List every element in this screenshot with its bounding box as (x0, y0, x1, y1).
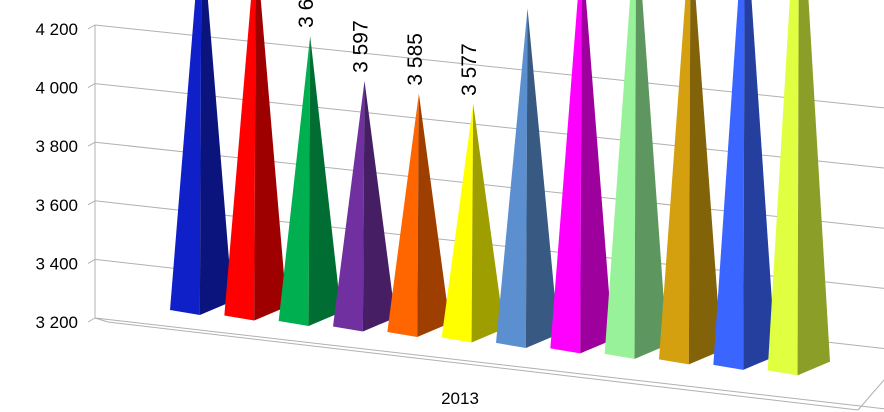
pyramid-bar (550, 0, 613, 354)
y-axis-ticks: 3 200 3 400 3 600 3 800 4 000 4 200 (35, 20, 96, 332)
pyramid-front-face (604, 0, 636, 359)
pyramid-front-face (550, 0, 582, 354)
pyramid-front-face (659, 0, 691, 365)
pyramid-bar (170, 0, 233, 316)
pyramid-bar (713, 0, 776, 370)
pyramid-side-face (417, 93, 450, 337)
tick-mark (87, 317, 96, 323)
pyramid-side-face (743, 0, 776, 370)
data-label: 3 585 (404, 33, 427, 86)
y-tick-label: 3 600 (35, 196, 78, 215)
pyramid-side-face (362, 80, 396, 332)
tick-mark (87, 258, 96, 264)
pyramid-side-face (634, 0, 667, 359)
tick-mark (87, 83, 96, 89)
gridline (94, 317, 884, 410)
floor-left-edge (94, 317, 109, 323)
pyramid-side-face (471, 103, 504, 343)
pyramid-side-face (199, 0, 233, 316)
floor-front-edge (107, 321, 859, 411)
pyramid-bar (496, 8, 559, 348)
data-label: 3 577 (458, 43, 481, 96)
y-tick-label: 3 400 (35, 254, 78, 273)
pyramid-side-face (688, 0, 722, 365)
pyramid-side-face (254, 0, 287, 321)
y-tick-label: 4 000 (35, 79, 78, 98)
pyramid-bar (278, 35, 341, 326)
pyramid-front-face (767, 0, 799, 376)
pyramid-bar (767, 0, 830, 376)
pyramid-side-face (797, 0, 830, 376)
tick-mark (87, 141, 96, 147)
tick-mark (87, 200, 96, 206)
pyramid-front-face (387, 93, 419, 337)
pyramid-front-face (713, 0, 745, 370)
pyramid-bar (333, 80, 396, 332)
data-label: 3 663 (295, 0, 318, 28)
data-label: 3 745 (513, 0, 536, 1)
tick-mark (87, 24, 96, 30)
y-tick-label: 3 800 (35, 137, 78, 156)
pyramid-front-face (441, 103, 474, 343)
pyramid-bar (604, 0, 667, 359)
pyramid-front-face (333, 80, 365, 332)
pyramid-front-face (224, 0, 256, 321)
y-tick-label: 3 200 (35, 313, 78, 332)
pyramid-front-face (496, 8, 528, 348)
floor-right-edge (857, 379, 884, 411)
pyramid-bar (224, 0, 287, 321)
pyramid-bar (659, 0, 722, 365)
pyramid-side-face (308, 35, 341, 326)
pyramid-front-face (278, 35, 311, 326)
y-tick-label: 4 200 (35, 20, 78, 39)
data-label: 3 597 (350, 20, 373, 73)
pyramid-side-face (580, 0, 613, 354)
pyramid-front-face (170, 0, 202, 316)
category-label: 2013 (441, 389, 479, 408)
axes (94, 25, 884, 411)
pyramid-bar (387, 93, 450, 337)
pyramid-marks (170, 0, 830, 376)
pyramid-bar (441, 103, 504, 343)
pyramid-side-face (525, 8, 559, 348)
